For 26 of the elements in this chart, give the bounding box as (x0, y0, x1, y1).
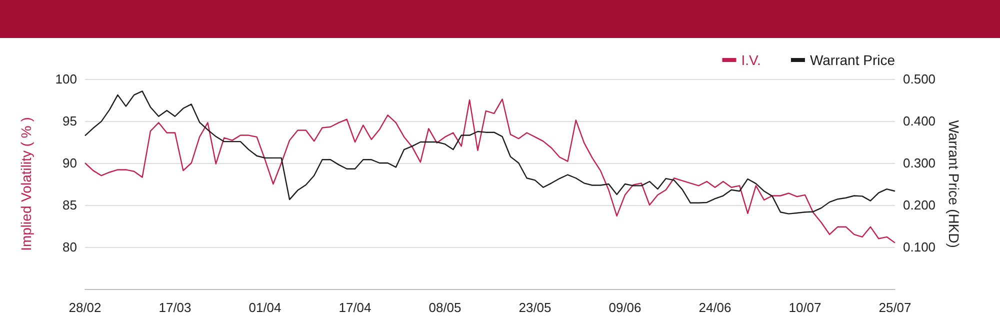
x-tick-label: 09/06 (608, 300, 642, 315)
y2-tick-label: 0.500 (903, 72, 936, 86)
y-tick-label: 95 (62, 114, 77, 128)
x-tick-label: 17/04 (338, 300, 372, 315)
x-tick-label: 01/04 (248, 300, 282, 315)
y2-tick-label: 0.100 (903, 240, 936, 254)
x-tick-label: 25/07 (878, 300, 912, 315)
y-tick-label: 100 (55, 72, 77, 86)
x-tick-label: 17/03 (158, 300, 192, 315)
x-tick-label: 28/02 (68, 300, 102, 315)
y-tick-label: 85 (62, 198, 77, 212)
y2-tick-label: 0.400 (903, 114, 936, 128)
legend-label: Warrant Price (810, 52, 896, 68)
line-series (84, 90, 896, 214)
y2-tick-label: 0.200 (903, 198, 936, 212)
line-series (84, 98, 896, 244)
legend-label: I.V. (741, 52, 761, 68)
x-tick-label: 08/05 (428, 300, 462, 315)
y2-tick-label: 0.300 (903, 156, 936, 170)
y-tick-label: 80 (62, 240, 77, 254)
y-tick-label: 90 (62, 156, 77, 170)
x-tick-label: 24/06 (698, 300, 732, 315)
x-tick-label: 23/05 (518, 300, 552, 315)
y-axis-title: Implied Volatility ( % ) (18, 117, 34, 251)
y2-axis-title: Warrant Price (HKD) (946, 120, 962, 248)
x-tick-label: 10/07 (788, 300, 822, 315)
